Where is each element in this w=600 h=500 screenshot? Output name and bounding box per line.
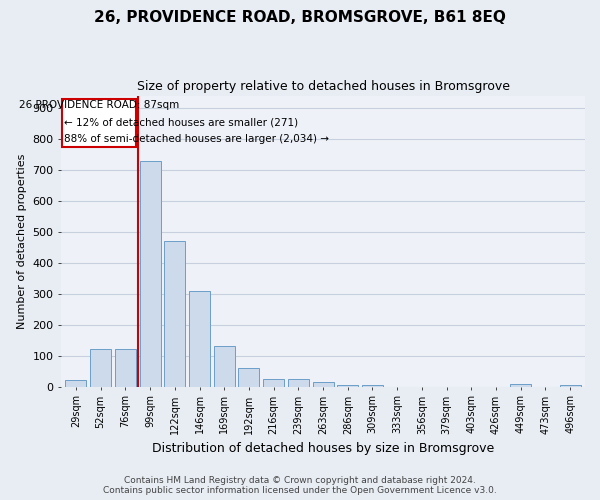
Bar <box>214 346 235 387</box>
X-axis label: Distribution of detached houses by size in Bromsgrove: Distribution of detached houses by size … <box>152 442 494 455</box>
Bar <box>115 350 136 387</box>
Bar <box>189 290 210 386</box>
Bar <box>337 385 358 386</box>
Bar <box>65 380 86 386</box>
Text: 26, PROVIDENCE ROAD, BROMSGROVE, B61 8EQ: 26, PROVIDENCE ROAD, BROMSGROVE, B61 8EQ <box>94 10 506 25</box>
Y-axis label: Number of detached properties: Number of detached properties <box>17 154 27 329</box>
Bar <box>362 385 383 386</box>
Bar <box>90 350 111 387</box>
Bar <box>263 379 284 386</box>
Bar <box>560 385 581 386</box>
FancyBboxPatch shape <box>62 98 136 146</box>
Title: Size of property relative to detached houses in Bromsgrove: Size of property relative to detached ho… <box>137 80 509 93</box>
Bar <box>313 382 334 386</box>
Text: Contains HM Land Registry data © Crown copyright and database right 2024.
Contai: Contains HM Land Registry data © Crown c… <box>103 476 497 495</box>
Bar <box>510 384 531 386</box>
Text: ← 12% of detached houses are smaller (271): ← 12% of detached houses are smaller (27… <box>64 118 298 128</box>
Text: 26 PROVIDENCE ROAD: 87sqm: 26 PROVIDENCE ROAD: 87sqm <box>19 100 179 110</box>
Bar <box>288 379 309 386</box>
Bar <box>140 160 161 386</box>
Bar <box>238 368 259 386</box>
Bar <box>164 241 185 386</box>
Text: 88% of semi-detached houses are larger (2,034) →: 88% of semi-detached houses are larger (… <box>64 134 329 143</box>
